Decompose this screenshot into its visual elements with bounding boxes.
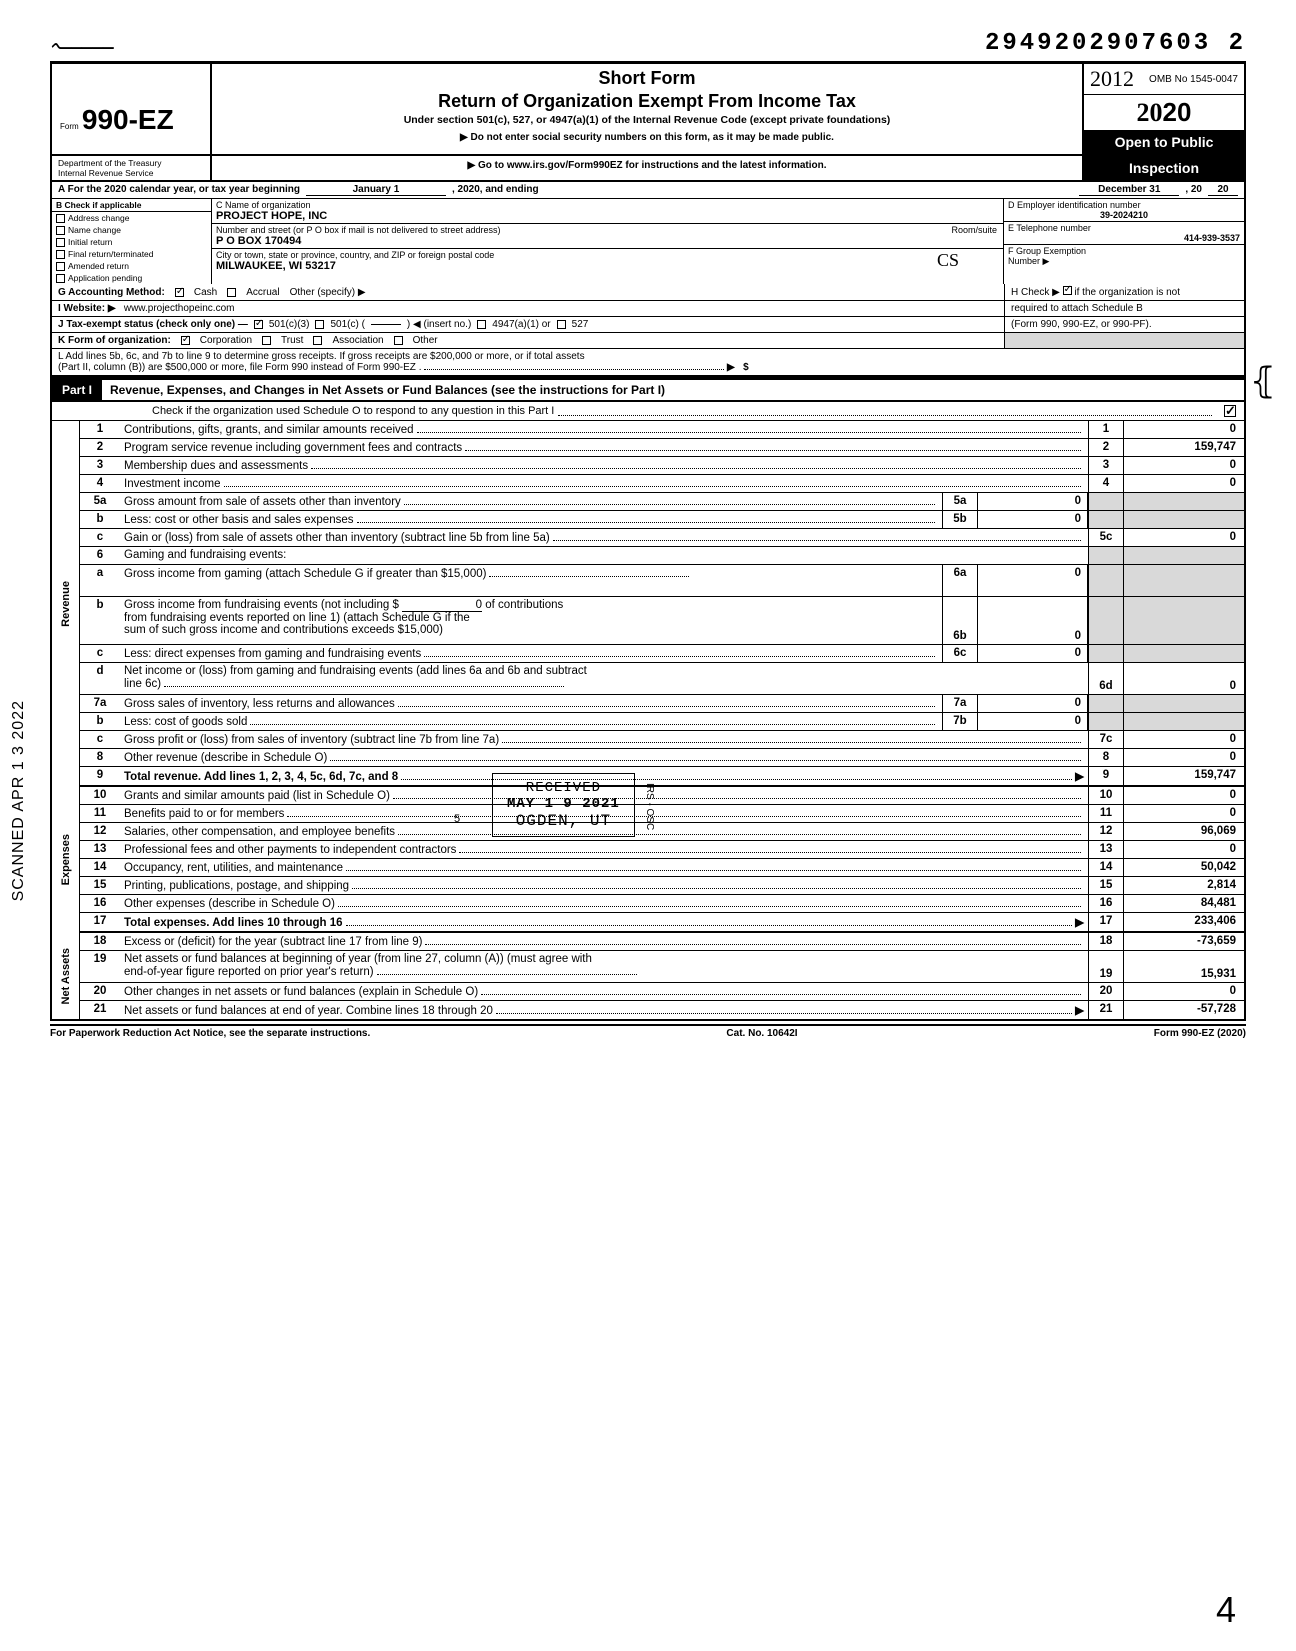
val-4: 0 [1124, 475, 1244, 492]
val-21: -57,728 [1124, 1001, 1244, 1019]
row-j: J Tax-exempt status (check only one) — 5… [50, 317, 1246, 333]
ein: 39-2024210 [1008, 210, 1240, 220]
d-label: D Employer identification number [1008, 200, 1141, 210]
f-label: F Group Exemption [1008, 246, 1086, 256]
cb-application-pending[interactable] [56, 274, 65, 283]
row-k: K Form of organization: Corporation Trus… [50, 333, 1246, 349]
short-form-title: Short Form [220, 68, 1074, 89]
cb-501c3[interactable] [254, 320, 263, 329]
page-footer: For Paperwork Reduction Act Notice, see … [50, 1024, 1246, 1039]
val-17: 233,406 [1124, 913, 1244, 931]
val-6d: 0 [1124, 663, 1244, 694]
revenue-side-label: Revenue [60, 581, 72, 627]
cb-initial-return[interactable] [56, 238, 65, 247]
dept-treasury: Department of the TreasuryInternal Reven… [52, 156, 212, 180]
curly-bracket: ⦃ [1250, 360, 1276, 402]
val-8: 0 [1124, 749, 1244, 766]
website: www.projecthopeinc.com [124, 303, 235, 314]
telephone: 414-939-3537 [1008, 233, 1240, 243]
form-number: 990-EZ [82, 104, 174, 135]
omb-number: OMB No 1545-0047 [1149, 74, 1238, 85]
main-title: Return of Organization Exempt From Incom… [220, 91, 1074, 112]
handwritten-year: 2012 [1090, 66, 1134, 92]
b-header: B Check if applicable [56, 200, 142, 210]
city-label: City or town, state or province, country… [216, 250, 494, 260]
val-16: 84,481 [1124, 895, 1244, 912]
cb-final-return[interactable] [56, 250, 65, 259]
form-header: Form 990-EZ Short Form Return of Organiz… [50, 61, 1246, 156]
val-18: -73,659 [1124, 933, 1244, 950]
val-9: 159,747 [1124, 767, 1244, 785]
val-20: 0 [1124, 983, 1244, 1000]
cb-schedule-o[interactable] [1224, 405, 1236, 417]
val-7c: 0 [1124, 731, 1244, 748]
cb-association[interactable] [313, 336, 322, 345]
c-label: C Name of organization [216, 200, 311, 210]
cb-4947[interactable] [477, 320, 486, 329]
val-2: 159,747 [1124, 439, 1244, 456]
cb-address-change[interactable] [56, 214, 65, 223]
val-19: 15,931 [1124, 951, 1244, 982]
page-number-hand: 4 [1216, 1589, 1236, 1631]
cb-accrual[interactable] [227, 288, 236, 297]
row-g-h: G Accounting Method: Cash Accrual Other … [50, 284, 1246, 301]
val-3: 0 [1124, 457, 1244, 474]
block-bcd: B Check if applicable Address change Nam… [50, 199, 1246, 284]
cb-cash[interactable] [175, 288, 184, 297]
form-prefix: Form [60, 122, 79, 131]
cb-corporation[interactable] [181, 336, 190, 345]
e-label: E Telephone number [1008, 223, 1091, 233]
part1-header: Part I Revenue, Expenses, and Changes in… [50, 377, 1246, 402]
val-14: 50,042 [1124, 859, 1244, 876]
tax-year: 2020 [1084, 95, 1244, 130]
under-section: Under section 501(c), 527, or 4947(a)(1)… [220, 114, 1074, 126]
main-table: Revenue 1Contributions, gifts, grants, a… [50, 421, 1246, 1021]
org-city: MILWAUKEE, WI 53217 [216, 260, 336, 272]
addr-label: Number and street (or P O box if mail is… [216, 225, 500, 235]
g-label: G Accounting Method: [58, 287, 165, 298]
val-15: 2,814 [1124, 877, 1244, 894]
cb-amended-return[interactable] [56, 262, 65, 271]
barcode-number: 2949202907603 2 [985, 30, 1246, 57]
open-to-public: Open to Public [1084, 130, 1244, 154]
org-name: PROJECT HOPE, INC [216, 210, 327, 222]
ssn-warning: ▶ Do not enter social security numbers o… [220, 132, 1074, 143]
inspection-label: Inspection [1084, 156, 1244, 180]
cb-other[interactable] [394, 336, 403, 345]
received-stamp: RECEIVED MAY 1 9 2021 OGDEN, UT 5 IRS - … [472, 773, 635, 837]
goto-instructions: ▶ Go to www.irs.gov/Form990EZ for instru… [212, 156, 1084, 180]
cb-501c[interactable] [315, 320, 324, 329]
line-a: A For the 2020 calendar year, or tax yea… [50, 182, 1246, 199]
expenses-side-label: Expenses [60, 834, 72, 885]
val-12: 96,069 [1124, 823, 1244, 840]
signature-scribble: ـــــہ [50, 33, 113, 54]
cb-trust[interactable] [262, 336, 271, 345]
val-1: 0 [1124, 421, 1244, 438]
row-i: I Website: ▶ www.projecthopeinc.com requ… [50, 301, 1246, 317]
org-address: P O BOX 170494 [216, 235, 301, 247]
val-11: 0 [1124, 805, 1244, 822]
row-l: L Add lines 5b, 6c, and 7b to line 9 to … [50, 349, 1246, 377]
netassets-side-label: Net Assets [60, 948, 72, 1004]
val-5c: 0 [1124, 529, 1244, 546]
cb-h[interactable] [1063, 286, 1072, 295]
cb-527[interactable] [557, 320, 566, 329]
cb-name-change[interactable] [56, 226, 65, 235]
val-13: 0 [1124, 841, 1244, 858]
part1-check: Check if the organization used Schedule … [50, 402, 1246, 421]
scanned-stamp: SCANNED APR 1 3 2022 [10, 700, 28, 901]
val-10: 0 [1124, 787, 1244, 804]
